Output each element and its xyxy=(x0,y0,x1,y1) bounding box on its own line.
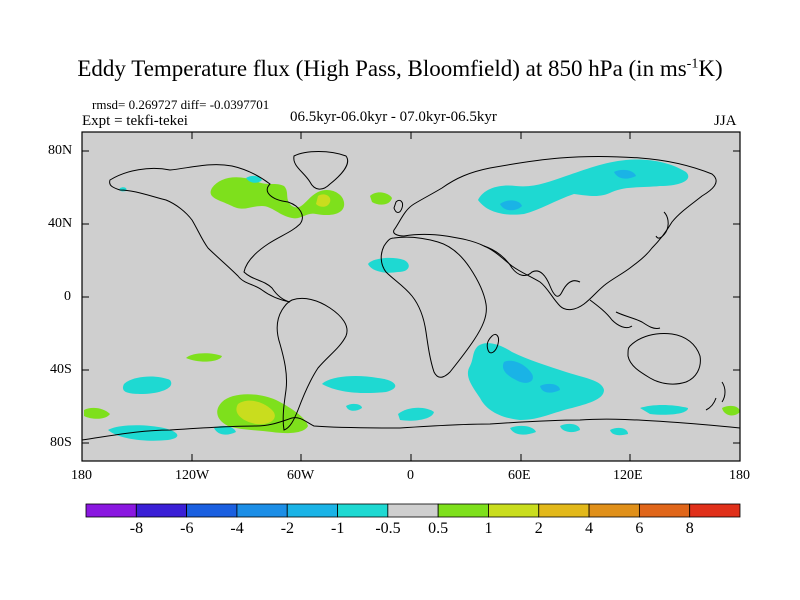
lon-label-60w: 60W xyxy=(287,468,315,483)
anomaly-patch-southern-cyan-east xyxy=(640,405,688,415)
colorbar-swatch xyxy=(135,503,188,518)
anomaly-patch-indian-ocean-negative xyxy=(467,343,604,420)
lat-label-40n: 40N xyxy=(48,216,73,231)
colorbar-swatch xyxy=(186,503,238,518)
title-text: Eddy Temperature flux (High Pass, Bloomf… xyxy=(77,56,687,81)
anomaly-patch-southern-cyan-b xyxy=(510,423,580,435)
anomaly-patch-atlantic-cyan-small xyxy=(346,403,362,411)
anomaly-patch-atlantic-green xyxy=(370,192,392,205)
season-label: JJA xyxy=(714,113,737,129)
anomaly-patch-pacific-cyan xyxy=(122,376,172,394)
title-superscript: -1 xyxy=(686,56,699,72)
anomaly-patch-eurasia-darker xyxy=(500,169,636,211)
lat-label-40s: 40S xyxy=(50,362,72,377)
coastline-greenland xyxy=(293,151,348,190)
colorbar-label: 8 xyxy=(685,520,694,537)
lon-label-0: 0 xyxy=(407,468,414,483)
anomaly-patch-east-green xyxy=(722,405,740,416)
colorbar-swatch xyxy=(85,503,137,518)
lat-tick-marks xyxy=(82,150,740,444)
coastline-australia xyxy=(627,333,701,385)
lon-label-60e: 60E xyxy=(508,468,531,483)
coastline-arabia-india xyxy=(483,245,581,297)
anomaly-patch-canada-positive xyxy=(210,177,345,219)
colorbar-label: -4 xyxy=(230,520,244,537)
coastline-madagascar xyxy=(486,333,499,354)
lon-label-120e: 120E xyxy=(613,468,643,483)
anomaly-shading xyxy=(84,159,740,441)
colorbar-label: -6 xyxy=(180,520,194,537)
colorbar-swatch xyxy=(236,503,288,518)
coastlines xyxy=(81,151,741,441)
lat-label-80n: 80N xyxy=(48,143,73,158)
coastline-southeast-asia xyxy=(589,299,661,329)
colorbar-swatch xyxy=(689,503,741,518)
colorbar-label: 1 xyxy=(484,520,493,537)
colorbar-label: -2 xyxy=(280,520,295,537)
anomaly-patch-pacific-green xyxy=(186,353,222,362)
anomaly-patch-africa-cyan xyxy=(368,257,409,273)
lat-label-80s: 80S xyxy=(50,435,72,450)
colorbar-swatch xyxy=(437,503,489,518)
colorbar-label: 0.5 xyxy=(428,520,449,537)
coastline-japan xyxy=(655,211,669,239)
colorbar-swatch xyxy=(286,503,338,518)
coastline-south-america xyxy=(276,297,348,431)
colorbar-label: 2 xyxy=(534,520,543,537)
map-title: Eddy Temperature flux (High Pass, Bloomf… xyxy=(0,56,800,82)
anomaly-patch-eurasia-negative xyxy=(478,159,689,215)
coastline-antarctica xyxy=(81,417,741,441)
stats-label: rmsd= 0.269727 diff= -0.0397701 xyxy=(92,97,270,112)
colorbar-label: -1 xyxy=(331,520,345,537)
lon-label-180w: 180 xyxy=(71,468,92,483)
coastline-new-zealand xyxy=(705,381,726,411)
colorbar-swatch xyxy=(387,503,439,518)
period-label: 06.5kyr-06.0kyr - 07.0kyr-06.5kyr xyxy=(290,109,497,125)
lon-label-180e: 180 xyxy=(729,468,750,483)
lon-tick-marks xyxy=(81,132,741,461)
coastline-africa xyxy=(380,236,487,378)
anomaly-patch-indian-ocean-darker xyxy=(502,360,560,393)
colorbar-swatch xyxy=(588,503,640,518)
colorbar-swatch xyxy=(337,503,389,518)
colorbar-swatch xyxy=(538,503,590,518)
coastline-north-america xyxy=(109,164,303,303)
anomaly-patch-hudson-cyan xyxy=(246,175,262,183)
colorbar-label: 6 xyxy=(635,520,644,537)
colorbar-label: -0.5 xyxy=(375,520,401,537)
title-tail: K) xyxy=(698,56,723,81)
lat-label-0: 0 xyxy=(64,289,71,304)
colorbar-swatch xyxy=(488,503,540,518)
colorbar-label: 4 xyxy=(585,520,594,537)
lon-label-120w: 120W xyxy=(175,468,210,483)
anomaly-patch-pacific-cyan-east xyxy=(322,376,396,394)
anomaly-patch-canada-yellow xyxy=(316,194,331,207)
coastline-british-isles xyxy=(393,199,403,213)
colorbar-label: -8 xyxy=(129,520,144,537)
anomaly-patch-antarctic-cyan xyxy=(108,425,236,441)
anomaly-patch-antarctic-cyan-east xyxy=(610,427,628,436)
experiment-label: Expt = tekfi-tekei xyxy=(82,113,188,129)
anomaly-patch-drake-yellow xyxy=(236,400,275,425)
colorbar-swatch xyxy=(638,503,691,518)
anomaly-patch-southern-cyan-a xyxy=(398,407,434,421)
colorbar xyxy=(85,503,741,518)
